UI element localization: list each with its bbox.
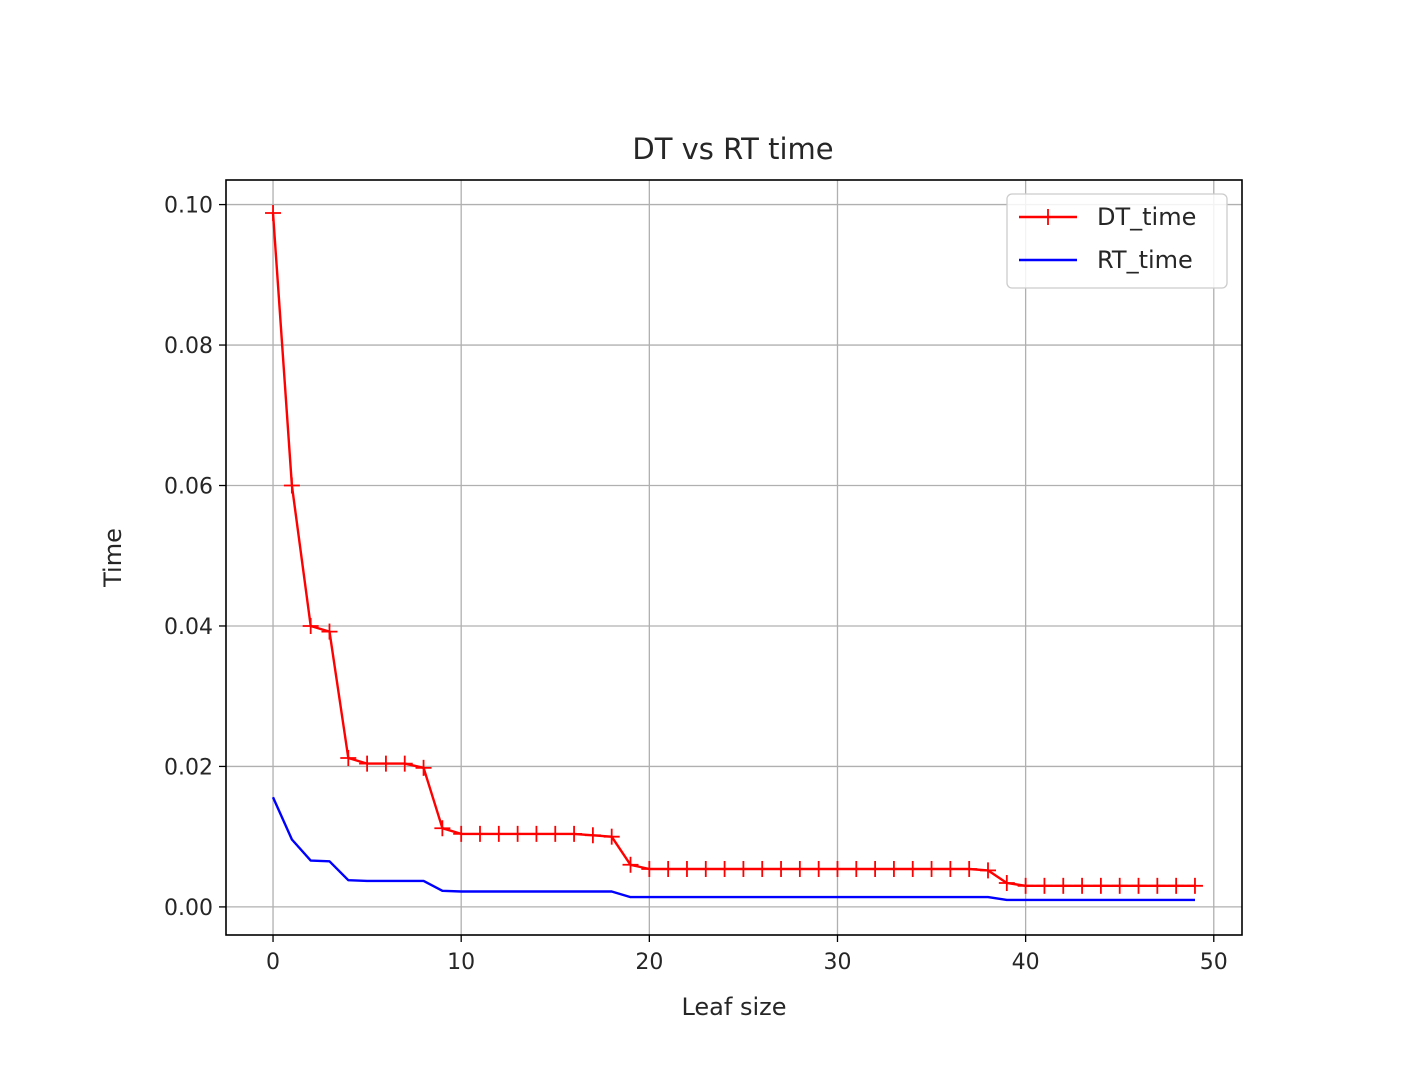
rt-time-series bbox=[271, 796, 1195, 902]
dt-time-point bbox=[359, 755, 376, 772]
dt-time-point bbox=[980, 862, 996, 879]
grid bbox=[226, 180, 1242, 935]
y-tick-label: 0.02 bbox=[164, 755, 213, 780]
dt-time-point bbox=[923, 860, 940, 877]
dt-time-line bbox=[271, 212, 1195, 887]
dt-time-point bbox=[584, 827, 601, 844]
dt-time-point bbox=[885, 860, 902, 877]
x-tick-label: 50 bbox=[1200, 950, 1228, 975]
x-axis-label: Leaf size bbox=[681, 993, 786, 1021]
dt-time-point bbox=[340, 750, 357, 767]
legend-item-dt-time: DT_time bbox=[1019, 203, 1196, 231]
dt-time-point bbox=[566, 825, 583, 842]
dt-time-point bbox=[472, 825, 488, 842]
dt-time-point bbox=[622, 856, 639, 873]
plot-frame bbox=[225, 179, 1243, 936]
dt-time-point bbox=[528, 825, 545, 842]
y-tick-label: 0.08 bbox=[164, 334, 213, 359]
y-tick-label: 0.10 bbox=[164, 194, 213, 219]
x-tick-label: 0 bbox=[266, 950, 280, 975]
dt-time-point bbox=[434, 820, 451, 837]
dt-time-point bbox=[641, 860, 658, 877]
dt-time-point bbox=[603, 828, 620, 845]
dt-time-point bbox=[1017, 877, 1034, 894]
series-layer bbox=[265, 205, 1203, 902]
y-tick-label: 0.04 bbox=[164, 615, 213, 640]
dt-time-point bbox=[453, 825, 470, 842]
dt-time-point bbox=[867, 860, 884, 877]
dt-time-point bbox=[735, 860, 752, 877]
dt-time-point bbox=[265, 205, 282, 222]
dt-time-point bbox=[904, 860, 921, 877]
dt-time-point bbox=[848, 860, 865, 877]
dt-time-point bbox=[1055, 877, 1072, 894]
dt-time-series bbox=[265, 205, 1203, 894]
ticks: 0 10 20 30 40 50 0.00 0.02 0.04 0.06 0.08 0.10 bbox=[164, 194, 1228, 975]
x-tick-label: 20 bbox=[635, 950, 663, 975]
dt-time-point bbox=[660, 860, 677, 877]
dt-time-point bbox=[716, 860, 733, 877]
dt-time-point bbox=[1186, 877, 1203, 894]
dt-time-point bbox=[678, 860, 695, 877]
dt-time-point bbox=[1092, 877, 1109, 894]
legend-label: RT_time bbox=[1097, 246, 1193, 274]
dt-time-point bbox=[1168, 877, 1185, 894]
x-tick-label: 30 bbox=[823, 950, 851, 975]
dt-time-point bbox=[283, 477, 300, 494]
dt-time-point bbox=[754, 860, 771, 877]
dt-time-point bbox=[810, 860, 827, 877]
dt-time-point bbox=[942, 860, 959, 877]
dt-time-point bbox=[829, 860, 846, 877]
dt-time-point bbox=[1111, 877, 1128, 894]
dt-time-point bbox=[697, 860, 714, 877]
dt-time-point bbox=[321, 623, 338, 640]
dt-time-point bbox=[490, 825, 507, 842]
dt-time-point bbox=[377, 755, 394, 772]
dt-time-point bbox=[1149, 877, 1166, 894]
x-tick-label: 40 bbox=[1012, 950, 1040, 975]
legend: DT_time RT_time bbox=[1006, 193, 1228, 289]
dt-time-point bbox=[509, 825, 526, 842]
y-tick-label: 0.00 bbox=[164, 896, 213, 921]
dt-time-point bbox=[1130, 877, 1147, 894]
dt-time-point bbox=[791, 860, 808, 877]
dt-time-point bbox=[1036, 877, 1053, 894]
dt-time-point bbox=[998, 875, 1015, 892]
rt-time-line bbox=[271, 796, 1195, 902]
legend-label: DT_time bbox=[1097, 203, 1196, 231]
legend-item-rt-time: RT_time bbox=[1019, 246, 1193, 274]
dt-time-point bbox=[396, 755, 413, 772]
y-tick-label: 0.06 bbox=[164, 475, 213, 500]
y-axis-label: Time bbox=[99, 528, 127, 588]
dt-time-point bbox=[773, 860, 790, 877]
dt-time-point bbox=[961, 860, 978, 877]
dt-time-point bbox=[1074, 877, 1091, 894]
dt-time-point bbox=[547, 825, 564, 842]
x-tick-label: 10 bbox=[447, 950, 475, 975]
chart-title: DT vs RT time bbox=[632, 132, 833, 166]
dt-time-point bbox=[302, 617, 319, 634]
dt-time-point bbox=[415, 759, 432, 776]
